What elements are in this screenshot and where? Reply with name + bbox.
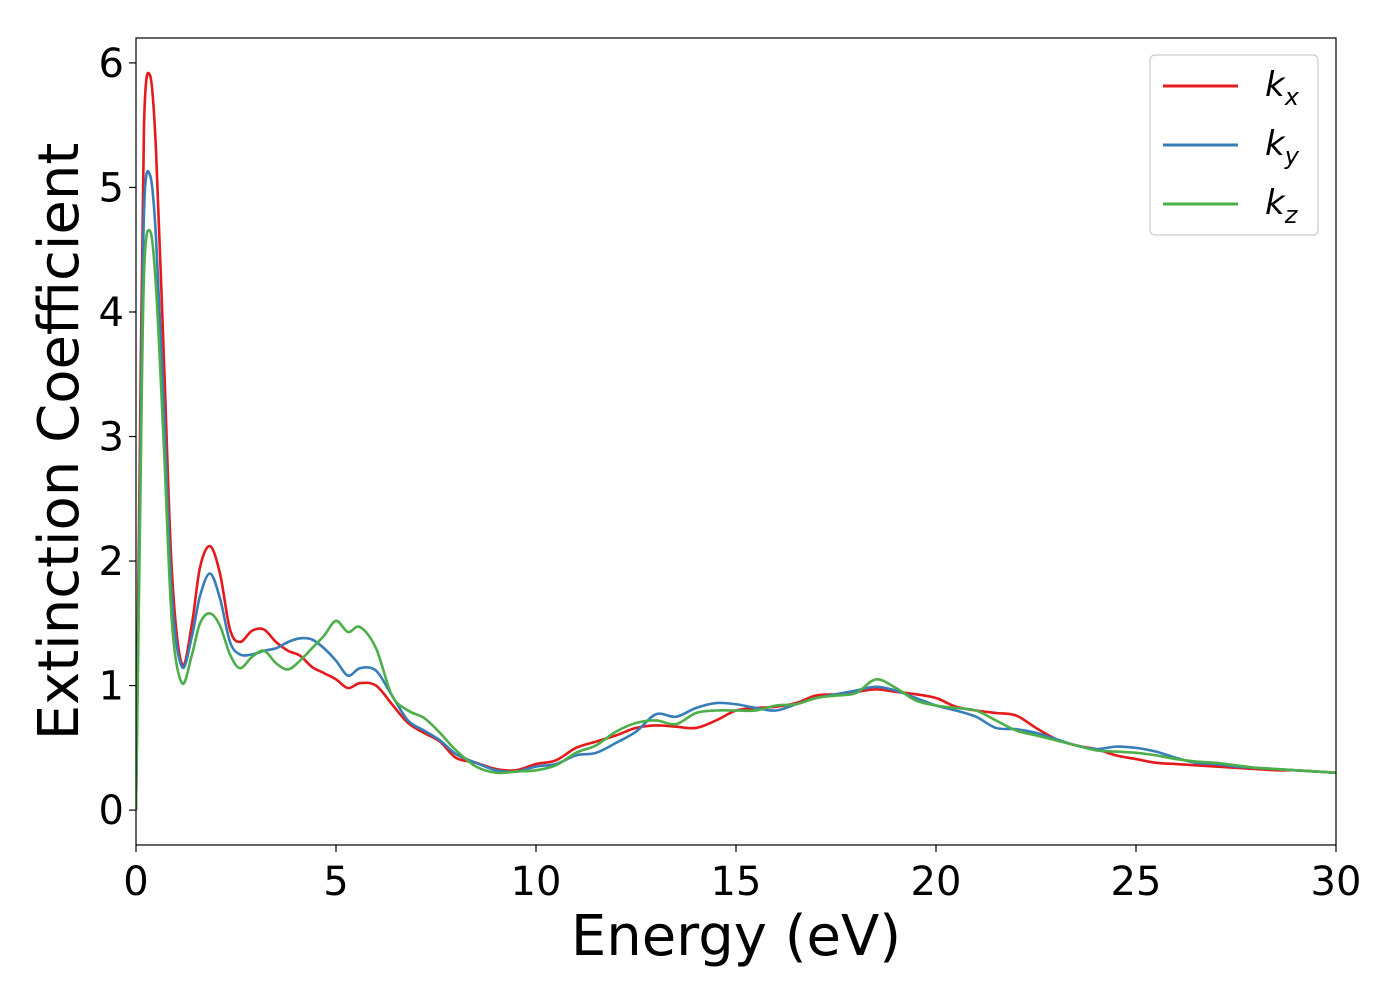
legend: kx ky kz — [1149, 54, 1319, 236]
x-tick-label: 25 — [1111, 859, 1162, 905]
legend-label-z: kz — [1265, 183, 1299, 229]
x-axis-label: Energy (eV) — [571, 904, 901, 969]
y-tick-label: 1 — [99, 664, 124, 710]
x-tick-label: 30 — [1311, 859, 1362, 905]
x-tick-label: 10 — [511, 859, 562, 905]
y-tick-label: 6 — [99, 41, 124, 87]
y-axis-label: Extinction Coefficient — [27, 143, 92, 741]
y-tick-label: 4 — [99, 290, 124, 336]
legend-label-x: kx — [1265, 65, 1300, 111]
y-tick-label: 2 — [99, 539, 124, 585]
y-tick-label: 3 — [99, 415, 124, 461]
y-axis-ticks: 0 1 2 3 4 5 6 — [99, 41, 136, 834]
x-axis-ticks: 0 5 10 15 20 25 30 — [123, 845, 1361, 905]
x-tick-label: 5 — [323, 859, 348, 905]
series-line-y — [136, 170, 1336, 811]
x-tick-label: 15 — [711, 859, 762, 905]
x-tick-label: 20 — [911, 859, 962, 905]
series-line-z — [136, 228, 1336, 811]
y-tick-label: 0 — [99, 788, 124, 834]
x-tick-label: 0 — [123, 859, 148, 905]
legend-label-y: ky — [1265, 124, 1300, 170]
y-tick-label: 5 — [99, 165, 124, 211]
plot-lines — [136, 71, 1336, 811]
